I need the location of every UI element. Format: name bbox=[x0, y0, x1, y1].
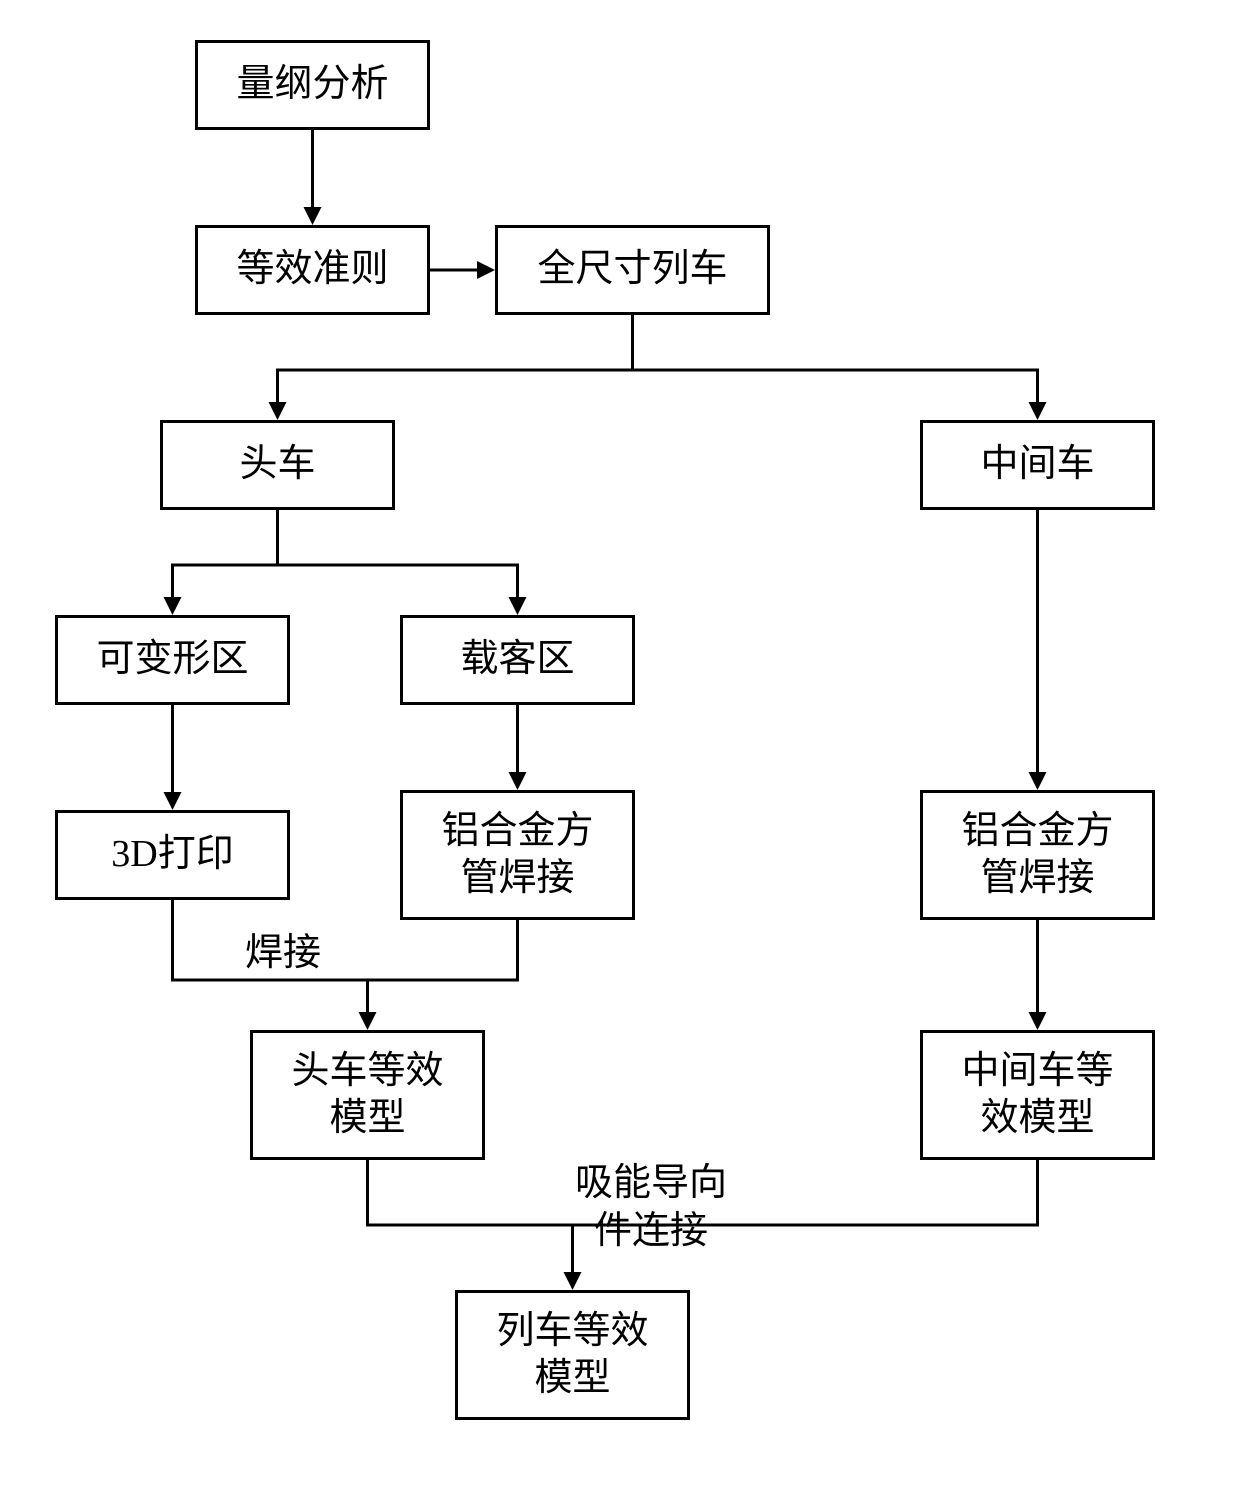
node-3d-print: 3D打印 bbox=[55, 810, 290, 900]
node-passenger-zone: 载客区 bbox=[400, 615, 635, 705]
node-head-car: 头车 bbox=[160, 420, 395, 510]
node-alu-tube-weld-2: 铝合金方 管焊接 bbox=[920, 790, 1155, 920]
node-head-car-equiv-model: 头车等效 模型 bbox=[250, 1030, 485, 1160]
node-dimensional-analysis: 量纲分析 bbox=[195, 40, 430, 130]
node-deformable-zone: 可变形区 bbox=[55, 615, 290, 705]
node-equivalence-criteria: 等效准则 bbox=[195, 225, 430, 315]
flowchart-canvas: 量纲分析 等效准则 全尺寸列车 头车 中间车 可变形区 载客区 3D打印 铝合金… bbox=[0, 0, 1240, 1498]
node-train-equiv-model: 列车等效 模型 bbox=[455, 1290, 690, 1420]
node-alu-tube-weld-1: 铝合金方 管焊接 bbox=[400, 790, 635, 920]
edge-label-weld: 焊接 bbox=[245, 930, 321, 978]
node-full-scale-train: 全尺寸列车 bbox=[495, 225, 770, 315]
node-middle-car-equiv-model: 中间车等 效模型 bbox=[920, 1030, 1155, 1160]
edge-label-energy-guide-conn: 吸能导向 件连接 bbox=[575, 1160, 727, 1255]
node-middle-car: 中间车 bbox=[920, 420, 1155, 510]
